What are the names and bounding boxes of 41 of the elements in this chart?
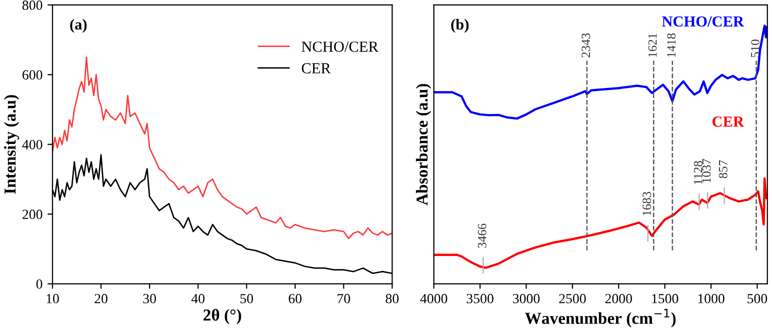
- y-tick-label: 200: [22, 210, 42, 220]
- legend-label: CER: [302, 63, 331, 74]
- y-axis-title: Intensity (a.u): [4, 95, 20, 194]
- ref-line-label: 510: [750, 40, 760, 58]
- x-axis-title: 2θ (°): [204, 308, 242, 324]
- annotation: (b): [451, 18, 469, 33]
- x-tick-label: 10: [46, 294, 59, 304]
- x-tick-label: 70: [338, 294, 350, 304]
- series-label: NCHO/CER: [662, 16, 744, 27]
- annotation: 3466: [478, 224, 486, 248]
- x-tick-label: 80: [386, 294, 399, 304]
- x-tick-label: 60: [288, 294, 302, 304]
- text: CER: [712, 116, 744, 127]
- y-tick-label: 800: [22, 0, 42, 10]
- x-tick-label: 1500: [652, 294, 678, 304]
- x-tick-label: 40: [191, 294, 204, 304]
- y-tick-label: 400: [22, 140, 42, 150]
- y-tick-label: 600: [22, 70, 42, 80]
- line-series: [52, 56, 392, 240]
- ref-line-label: 2343: [582, 33, 590, 58]
- x-tick-label: 30: [143, 294, 156, 304]
- x-tick-label: 3500: [466, 294, 494, 304]
- x-tick-label: 50: [240, 294, 254, 304]
- annotation: (a): [70, 18, 87, 33]
- x-tick-label: 4000: [420, 294, 448, 304]
- x-axis-title: Wavenumber (cm$^{−1}$): [525, 308, 676, 328]
- legend-label: NCHO/CER: [302, 42, 378, 52]
- x-tick-label: 2500: [559, 294, 586, 304]
- ref-line-label: 1418: [667, 33, 676, 57]
- x-tick-label: 1000: [698, 294, 724, 304]
- x-tick-label: 500: [748, 294, 768, 304]
- ref-line-label: 1621: [648, 34, 657, 57]
- y-axis-title: Absorbance (a.u): [416, 84, 432, 206]
- annotation: 1128: [694, 161, 702, 184]
- annotation: 857: [718, 160, 728, 178]
- x-tick-label: 2000: [605, 294, 632, 304]
- x-tick-label: 3000: [513, 294, 540, 304]
- x-tick-label: 20: [94, 294, 108, 304]
- annotation: 1683: [642, 192, 652, 216]
- y-tick-label: 0: [36, 279, 42, 289]
- annotation: 1037: [702, 158, 711, 182]
